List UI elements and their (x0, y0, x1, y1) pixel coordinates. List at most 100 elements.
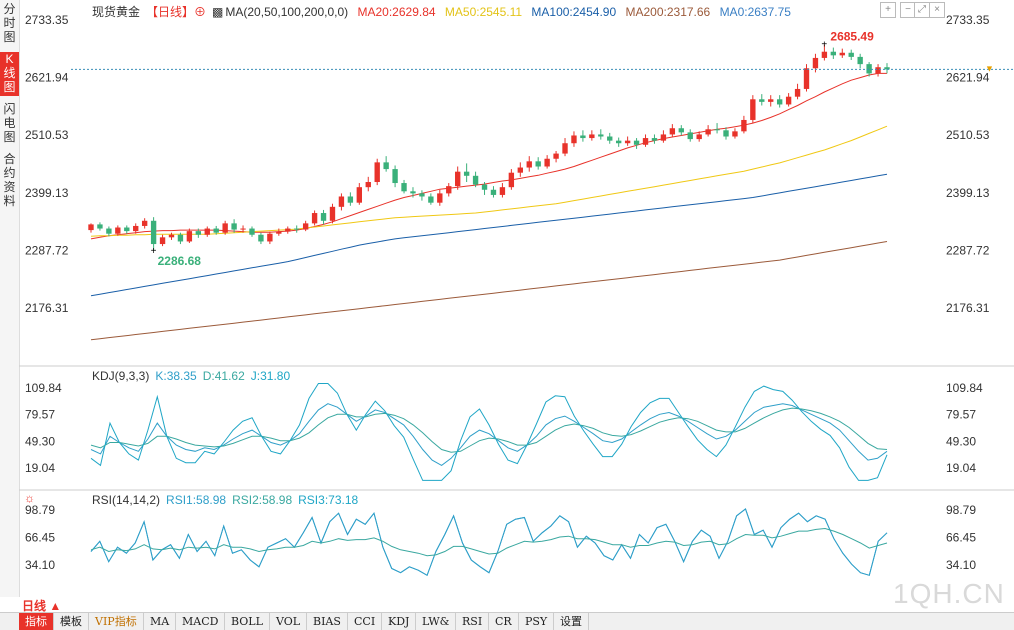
candle-body (186, 231, 193, 242)
kdj-left-tick: 19.04 (25, 461, 55, 475)
candle-body (598, 134, 604, 137)
candle (776, 95, 783, 108)
chart-canvas[interactable]: 2733.35 2733.35 2621.94 2621.94 2510.53 2510.… (19, 0, 1014, 597)
candle-body (776, 99, 783, 105)
ma-line-ma50 (90, 125, 888, 237)
candle-body (490, 189, 497, 195)
kdj-left-tick: 49.30 (25, 434, 55, 448)
kdj-left-tick: 109.84 (25, 381, 62, 395)
indicator-tab-14[interactable]: 设置 (554, 613, 589, 630)
indicator-tab-11[interactable]: RSI (456, 613, 490, 630)
candle (159, 234, 166, 247)
rsi-line-rsi1 (90, 508, 888, 577)
indicator-tab-5[interactable]: BOLL (225, 613, 270, 630)
candle-body (732, 131, 738, 137)
candle (276, 228, 282, 236)
rsi-right-tick: 34.10 (946, 558, 976, 572)
candle-body (526, 161, 532, 168)
kdj-label: KDJ(9,3,3) (92, 369, 150, 383)
candle-body (285, 228, 291, 232)
indicator-tab-9[interactable]: KDJ (382, 613, 417, 630)
candle (848, 49, 854, 60)
candle (696, 131, 702, 142)
candle-body (392, 169, 398, 184)
candle (88, 223, 94, 233)
indicator-tab-12[interactable]: CR (489, 613, 519, 630)
period-tag[interactable]: 【日线】 (146, 5, 195, 19)
tab-kline[interactable]: K线图 (0, 52, 19, 96)
tab-contract-info[interactable]: 合约资料 (3, 152, 16, 208)
x-tick-label: 2024/09 (656, 595, 700, 597)
rsi-right-tick: 98.79 (946, 503, 976, 517)
candle-body (660, 134, 667, 141)
candle (347, 192, 354, 206)
fullscreen-icon[interactable]: ⤢ (914, 2, 930, 18)
candle (732, 128, 738, 139)
candle-body (696, 134, 702, 140)
indicator-tab-3[interactable]: MA (144, 613, 177, 630)
rsi3-value: RSI3:73.18 (298, 493, 359, 507)
candle-body (544, 158, 550, 167)
candle (580, 130, 586, 142)
price-left-tick: 2621.94 (25, 71, 69, 85)
view-sidebar: 分时图 K线图 闪电图 合约资料 (0, 0, 20, 597)
tab-flash-chart[interactable]: 闪电图 (3, 102, 16, 144)
candle (392, 165, 398, 188)
candle (186, 228, 193, 244)
candle (320, 209, 327, 225)
candle (168, 232, 175, 240)
instrument-name: 现货黄金 (92, 5, 141, 19)
indicator-tab-13[interactable]: PSY (519, 613, 555, 630)
indicator-tab-10[interactable]: LW& (416, 613, 457, 630)
sun-icon[interactable]: ☼ (24, 491, 35, 505)
candle (669, 124, 676, 137)
price-right-tick: 2621.94 (946, 71, 990, 85)
price-left-tick: 2399.13 (25, 186, 69, 200)
candle (428, 193, 434, 205)
candle-body (437, 193, 443, 203)
candle-body (383, 162, 389, 170)
candle (705, 125, 711, 137)
candle-body (124, 227, 130, 232)
kdj-k-value: K:38.35 (155, 369, 197, 383)
candle-body (517, 167, 523, 173)
period-selector[interactable]: 日线 ▲ (22, 597, 78, 613)
candle-body (580, 135, 586, 139)
candle-body (589, 134, 595, 139)
price-right-tick: 2176.31 (946, 301, 990, 315)
close-icon[interactable]: × (929, 2, 945, 18)
candle (222, 220, 228, 235)
kdj-right-tick: 19.04 (946, 461, 976, 475)
ma-line-ma200 (90, 241, 888, 341)
ma200-value: MA200:2317.66 (625, 5, 711, 19)
low-marker: + (151, 246, 157, 257)
indicator-tab-7[interactable]: BIAS (307, 613, 348, 630)
candle (133, 223, 139, 234)
kdj-line-j (90, 383, 888, 481)
indicator-tab-8[interactable]: CCI (348, 613, 383, 630)
x-tick-label: 2024/07 (297, 595, 341, 597)
main-chart-header: 现货黄金 【日线】⊕ ▩ MA(20,50,100,200,0,0) MA20:262… (92, 3, 797, 19)
candle-body (687, 132, 693, 140)
indicator-tab-4[interactable]: MACD (176, 613, 226, 630)
indicator-tab-6[interactable]: VOL (270, 613, 308, 630)
candle-body (848, 52, 854, 57)
last-price-marker: ▼ (985, 63, 994, 73)
candle (419, 190, 425, 201)
candle-body (446, 186, 452, 194)
candle-body (177, 234, 184, 242)
indicator-tab-2[interactable]: VIP指标 (89, 613, 144, 630)
zoom-in-icon[interactable]: + (880, 2, 896, 18)
tab-time-sharing[interactable]: 分时图 (3, 2, 16, 44)
price-right-tick: 2287.72 (946, 243, 990, 257)
candle (356, 183, 362, 205)
candle-body (562, 143, 568, 154)
ma-toggle-icon[interactable]: ▩ (212, 5, 224, 19)
x-tick-label: 2024/06 (137, 595, 181, 597)
settings-icon[interactable]: ⊕ (194, 5, 207, 19)
candle (329, 203, 336, 224)
candle-body (499, 187, 506, 195)
indicator-tab-1[interactable]: 模板 (54, 613, 89, 630)
candle (598, 129, 604, 140)
indicator-tab-0[interactable]: 指标 (19, 613, 54, 630)
